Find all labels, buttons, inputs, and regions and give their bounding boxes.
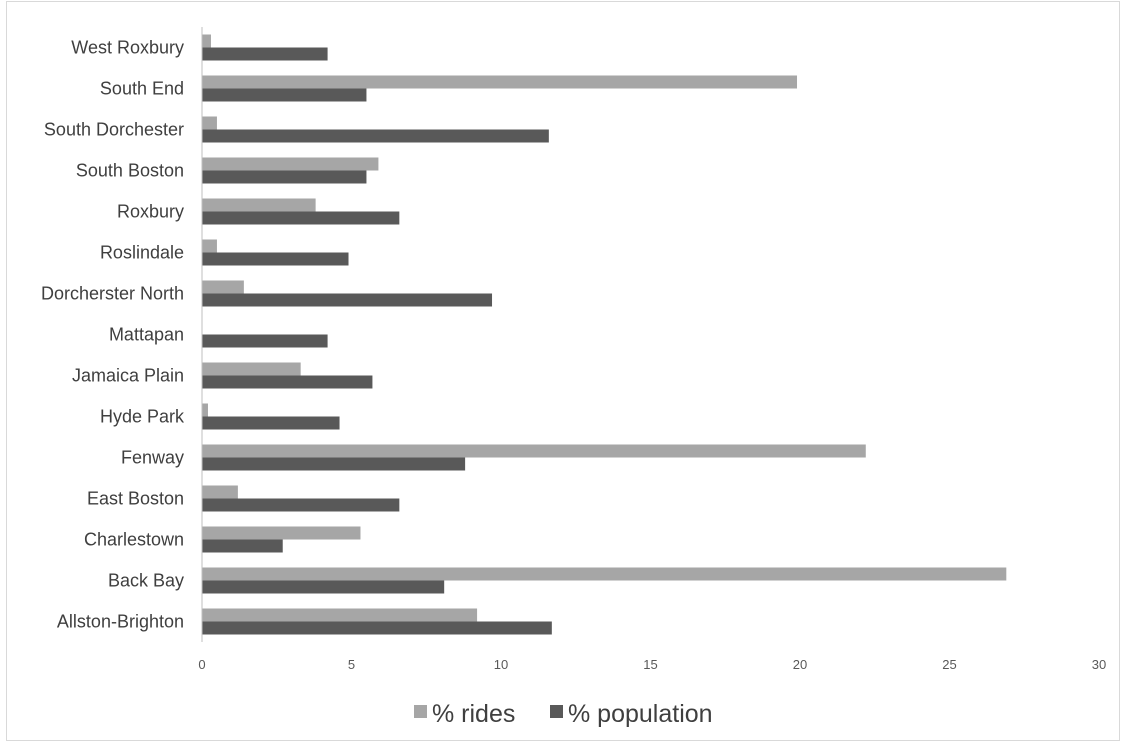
bar-rides-11 [202,157,379,171]
bar-population-10 [202,211,400,225]
bar-rides-2 [202,526,361,540]
bar-rides-5 [202,403,208,417]
category-label-9: Roslindale [100,243,184,263]
bar-population-12 [202,129,549,143]
bar-population-8 [202,293,493,307]
bar-rides-1 [202,567,1007,581]
bar-population-5 [202,416,340,430]
category-label-3: East Boston [87,489,184,509]
category-label-13: South End [100,79,184,99]
bar-rides-10 [202,198,316,212]
bar-population-0 [202,621,552,635]
bar-population-11 [202,170,367,184]
bar-population-6 [202,375,373,389]
bar-rides-6 [202,362,301,376]
bar-population-1 [202,580,445,594]
legend-swatch-population [550,705,563,718]
bar-population-9 [202,252,349,266]
category-label-4: Fenway [121,448,184,468]
legend-swatch-rides [414,705,427,718]
bar-rides-8 [202,280,244,294]
chart-frame [6,1,1120,741]
bar-population-14 [202,47,328,61]
bar-population-4 [202,457,466,471]
category-label-14: West Roxbury [71,38,184,58]
x-axis-tick-labels: 0 5 10 15 20 25 30 [198,657,1106,672]
bar-population-3 [202,498,400,512]
legend: % rides % population [414,700,713,728]
bar-population-13 [202,88,367,102]
bar-rides-9 [202,239,217,253]
category-label-0: Allston-Brighton [57,612,184,632]
x-tick-label-5: 25 [942,657,956,672]
category-label-11: South Boston [76,161,184,181]
bar-rides-13 [202,75,798,89]
x-tick-label-3: 15 [643,657,657,672]
category-label-10: Roxbury [117,202,184,222]
bars-group [202,34,1007,635]
bar-rides-14 [202,34,211,48]
category-label-6: Jamaica Plain [72,366,184,386]
legend-label-rides: % rides [432,700,515,728]
category-label-7: Mattapan [109,325,184,345]
bar-rides-12 [202,116,217,130]
bar-rides-0 [202,608,478,622]
category-label-8: Dorcherster North [41,284,184,304]
bar-population-7 [202,334,328,348]
bar-rides-4 [202,444,866,458]
bar-rides-3 [202,485,238,499]
x-tick-label-2: 10 [494,657,508,672]
x-tick-label-4: 20 [793,657,807,672]
category-label-12: South Dorchester [44,120,184,140]
category-label-5: Hyde Park [100,407,185,427]
category-labels: Allston-Brighton Back Bay Charlestown East … [41,38,185,632]
bar-population-2 [202,539,283,553]
category-label-1: Back Bay [108,571,184,591]
x-tick-label-0: 0 [198,657,205,672]
category-label-2: Charlestown [84,530,184,550]
x-tick-label-6: 30 [1092,657,1106,672]
legend-label-population: % population [568,700,713,728]
x-tick-label-1: 5 [348,657,355,672]
